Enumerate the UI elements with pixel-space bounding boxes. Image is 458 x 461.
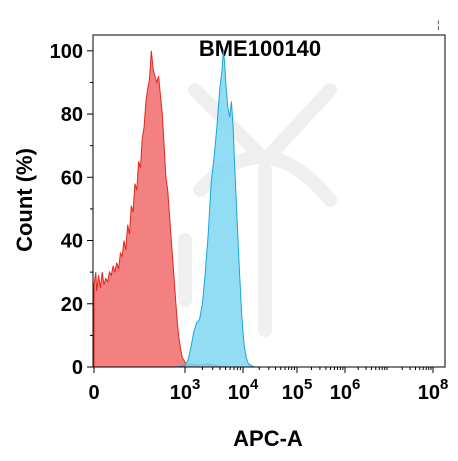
corner-marker: ¦ (437, 20, 440, 31)
y-axis-label: Count (%) (12, 148, 37, 252)
x-tick-exponent: 8 (440, 376, 448, 393)
x-axis-ticks: 0 103 104 105 106 108 (88, 367, 448, 404)
x-tick-exponent: 4 (250, 376, 259, 393)
x-tick-exponent: 5 (304, 376, 312, 393)
x-axis-label: APC-A (233, 426, 303, 451)
y-tick-label: 0 (72, 357, 83, 379)
x-tick-label: 0 (88, 382, 99, 404)
y-tick-label: 80 (61, 104, 83, 126)
x-tick-label: 103 (170, 376, 201, 404)
x-tick-label: 105 (282, 376, 313, 404)
x-tick-label: 106 (330, 376, 361, 404)
histogram-series-2 (175, 50, 256, 368)
x-tick-exponent: 3 (192, 376, 200, 393)
histogram-series-1 (93, 50, 232, 368)
series-layer (93, 50, 256, 368)
y-axis-ticks: 0 20 40 60 80 100 (50, 41, 93, 379)
x-tick-exponent: 6 (352, 376, 360, 393)
x-tick-label: 104 (228, 376, 259, 404)
y-tick-label: 40 (61, 231, 83, 253)
chart-title: BME100140 (199, 36, 321, 61)
y-tick-label: 20 (61, 294, 83, 316)
x-tick-label: 108 (418, 376, 449, 404)
y-tick-label: 100 (50, 41, 83, 63)
y-tick-label: 60 (61, 167, 83, 189)
